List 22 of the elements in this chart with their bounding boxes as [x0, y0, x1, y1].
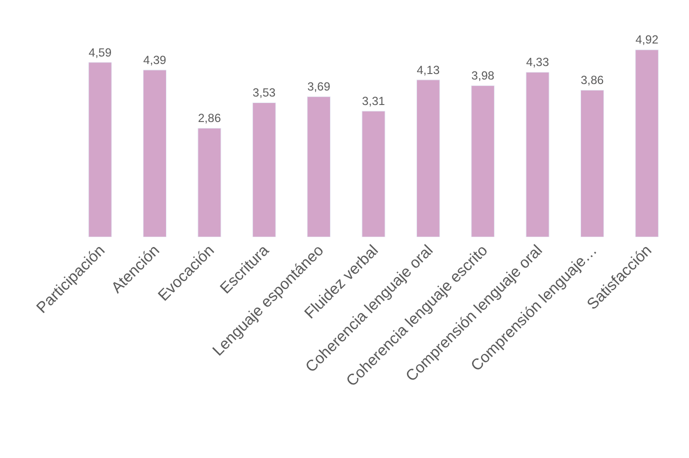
- bar: [362, 110, 386, 237]
- bar: [580, 90, 604, 237]
- data-label: 4,39: [143, 52, 166, 67]
- data-label: 3,86: [580, 73, 604, 88]
- bar: [252, 102, 276, 237]
- data-label: 4,92: [635, 32, 658, 47]
- data-label: 4,59: [88, 45, 112, 60]
- bar: [88, 62, 112, 237]
- bar: [307, 96, 331, 237]
- bar: [471, 85, 495, 237]
- data-label: 2,86: [198, 111, 222, 126]
- bar: [416, 80, 440, 237]
- data-label: 4,33: [526, 55, 550, 70]
- data-label: 3,53: [252, 86, 276, 100]
- data-label: 3,98: [471, 70, 495, 83]
- bar: [143, 70, 166, 237]
- bar: [635, 50, 659, 237]
- bar: [198, 128, 222, 237]
- data-label: 3,69: [307, 80, 330, 94]
- data-label: 3,31: [362, 94, 385, 108]
- data-label: 4,13: [416, 62, 440, 77]
- bar: [526, 72, 550, 237]
